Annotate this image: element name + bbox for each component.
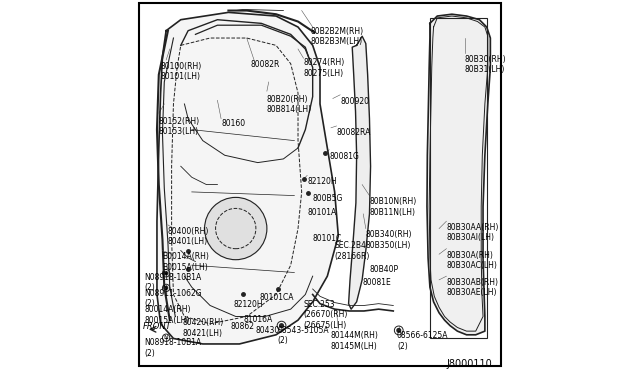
Text: 08543-5105A
(2): 08543-5105A (2) xyxy=(278,326,330,345)
Text: 800B5G: 800B5G xyxy=(313,194,343,203)
Text: 800920: 800920 xyxy=(340,97,369,106)
Polygon shape xyxy=(157,12,339,344)
Text: 80101CA: 80101CA xyxy=(260,293,294,302)
Text: 80152(RH)
80153(LH): 80152(RH) 80153(LH) xyxy=(158,117,199,136)
Text: 80082RA: 80082RA xyxy=(337,128,371,137)
Text: N08911-1062G
(2): N08911-1062G (2) xyxy=(144,289,202,308)
Text: 80081G: 80081G xyxy=(329,152,359,161)
Polygon shape xyxy=(349,36,371,309)
Circle shape xyxy=(397,328,401,332)
Text: 82120H: 82120H xyxy=(234,300,264,309)
Text: 08566-6125A
(2): 08566-6125A (2) xyxy=(397,331,449,350)
Text: FRONT: FRONT xyxy=(143,322,172,331)
Circle shape xyxy=(164,272,168,275)
Text: 80420(RH)
80421(LH): 80420(RH) 80421(LH) xyxy=(182,318,224,338)
Text: 80014A(RH)
80015A(LH): 80014A(RH) 80015A(LH) xyxy=(144,305,191,325)
Text: 80B30AA(RH)
80B30AI(LH): 80B30AA(RH) 80B30AI(LH) xyxy=(447,223,499,243)
Text: 80081E: 80081E xyxy=(362,278,391,287)
Text: 80400(RH)
80401(LH): 80400(RH) 80401(LH) xyxy=(168,227,209,246)
Polygon shape xyxy=(427,14,490,335)
Text: 80862: 80862 xyxy=(230,322,254,331)
Text: 80144M(RH)
80145M(LH): 80144M(RH) 80145M(LH) xyxy=(331,331,379,350)
Text: N08918-10B1A
(2): N08918-10B1A (2) xyxy=(144,273,202,292)
Text: B0014A(RH)
B0015A(LH): B0014A(RH) B0015A(LH) xyxy=(163,252,209,272)
Text: 80B30A(RH)
80B30AC(LH): 80B30A(RH) 80B30AC(LH) xyxy=(447,250,497,270)
Text: 80101C: 80101C xyxy=(313,234,342,243)
Text: 80B10N(RH)
80B11N(LH): 80B10N(RH) 80B11N(LH) xyxy=(369,198,417,217)
Text: 80274(RH)
80275(LH): 80274(RH) 80275(LH) xyxy=(303,58,345,78)
Text: 80B20(RH)
80B814(LH): 80B20(RH) 80B814(LH) xyxy=(267,95,312,114)
Text: 80B340(RH)
80B350(LH): 80B340(RH) 80B350(LH) xyxy=(366,230,412,250)
Text: 80160: 80160 xyxy=(221,119,245,128)
Text: SEC.253
(26670(RH)
(26675(LH): SEC.253 (26670(RH) (26675(LH) xyxy=(303,300,348,330)
Text: 82120H: 82120H xyxy=(307,177,337,186)
Text: N08918-10B1A
(2): N08918-10B1A (2) xyxy=(144,339,202,358)
Circle shape xyxy=(205,198,267,260)
Text: 80B40P: 80B40P xyxy=(369,265,399,274)
Text: N: N xyxy=(162,271,166,276)
Text: SEC.2B4
(28166R): SEC.2B4 (28166R) xyxy=(335,241,370,261)
Text: N: N xyxy=(164,335,168,340)
Text: J8000110: J8000110 xyxy=(447,359,492,369)
Text: N: N xyxy=(162,285,166,291)
Text: 81016A: 81016A xyxy=(243,315,272,324)
Text: 80B30(RH)
80B31(LH): 80B30(RH) 80B31(LH) xyxy=(465,55,506,74)
Text: 80100(RH)
80101(LH): 80100(RH) 80101(LH) xyxy=(161,62,202,81)
Circle shape xyxy=(164,286,168,289)
Circle shape xyxy=(280,324,284,327)
Text: 80B2B2M(RH)
80B2B3M(LH): 80B2B2M(RH) 80B2B3M(LH) xyxy=(311,27,364,46)
Text: 80082R: 80082R xyxy=(250,60,280,69)
Text: 80B30AB(RH)
80B30AE(LH): 80B30AB(RH) 80B30AE(LH) xyxy=(447,278,499,297)
Text: 80101A: 80101A xyxy=(307,208,337,217)
Text: 80430: 80430 xyxy=(256,326,280,335)
